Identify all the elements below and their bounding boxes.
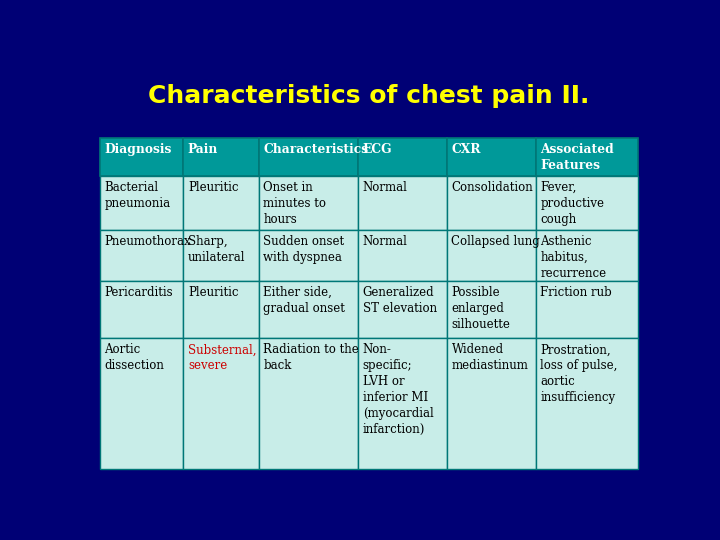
Text: Normal: Normal bbox=[363, 181, 408, 194]
Text: Collapsed lung: Collapsed lung bbox=[451, 235, 540, 248]
Bar bbox=[100, 230, 184, 281]
Text: Pneumothorax: Pneumothorax bbox=[104, 235, 191, 248]
Bar bbox=[359, 138, 447, 176]
Bar bbox=[359, 339, 447, 469]
Text: Prostration,
loss of pulse,
aortic
insufficiency: Prostration, loss of pulse, aortic insuf… bbox=[540, 343, 618, 404]
Bar bbox=[258, 138, 359, 176]
Text: Sharp,
unilateral: Sharp, unilateral bbox=[188, 235, 246, 264]
Bar bbox=[100, 281, 184, 339]
Text: Pleuritic: Pleuritic bbox=[188, 286, 238, 299]
Text: Pleuritic: Pleuritic bbox=[188, 181, 238, 194]
Text: Pain: Pain bbox=[188, 143, 218, 156]
Text: Normal: Normal bbox=[363, 235, 408, 248]
Bar bbox=[258, 176, 359, 230]
Bar bbox=[100, 138, 184, 176]
Bar bbox=[447, 281, 536, 339]
Bar bbox=[258, 230, 359, 281]
Text: CXR: CXR bbox=[451, 143, 481, 156]
Bar bbox=[536, 281, 638, 339]
Text: Generalized
ST elevation: Generalized ST elevation bbox=[363, 286, 437, 315]
Bar bbox=[359, 230, 447, 281]
Bar bbox=[536, 138, 638, 176]
Bar bbox=[447, 176, 536, 230]
Text: Onset in
minutes to
hours: Onset in minutes to hours bbox=[264, 181, 326, 226]
Bar bbox=[184, 281, 258, 339]
Bar bbox=[184, 339, 258, 469]
Text: Consolidation: Consolidation bbox=[451, 181, 534, 194]
Text: Asthenic
habitus,
recurrence: Asthenic habitus, recurrence bbox=[540, 235, 606, 280]
Bar bbox=[258, 281, 359, 339]
Text: ECG: ECG bbox=[363, 143, 392, 156]
Text: Bacterial
pneumonia: Bacterial pneumonia bbox=[104, 181, 171, 210]
Bar bbox=[100, 176, 184, 230]
Bar bbox=[359, 281, 447, 339]
Bar bbox=[184, 230, 258, 281]
Bar bbox=[536, 230, 638, 281]
Text: Friction rub: Friction rub bbox=[540, 286, 612, 299]
Text: Pericarditis: Pericarditis bbox=[104, 286, 173, 299]
Text: Diagnosis: Diagnosis bbox=[104, 143, 172, 156]
Bar bbox=[447, 138, 536, 176]
Bar bbox=[536, 339, 638, 469]
Text: Associated
Features: Associated Features bbox=[540, 143, 614, 172]
Bar bbox=[359, 176, 447, 230]
Bar bbox=[447, 339, 536, 469]
Text: Non-
specific;
LVH or
inferior MI
(myocardial
infarction): Non- specific; LVH or inferior MI (myoca… bbox=[363, 343, 433, 436]
Text: Substernal,
severe: Substernal, severe bbox=[188, 343, 256, 373]
Bar bbox=[184, 176, 258, 230]
Bar bbox=[258, 339, 359, 469]
Bar bbox=[100, 339, 184, 469]
Text: Aortic
dissection: Aortic dissection bbox=[104, 343, 164, 373]
Text: Radiation to the
back: Radiation to the back bbox=[264, 343, 359, 373]
Text: Widened
mediastinum: Widened mediastinum bbox=[451, 343, 528, 373]
Text: Possible
enlarged
silhouette: Possible enlarged silhouette bbox=[451, 286, 510, 331]
Text: Characteristics of chest pain II.: Characteristics of chest pain II. bbox=[148, 84, 590, 108]
Bar bbox=[447, 230, 536, 281]
Text: Characteristics: Characteristics bbox=[264, 143, 369, 156]
Bar bbox=[536, 176, 638, 230]
Text: Fever,
productive
cough: Fever, productive cough bbox=[540, 181, 604, 226]
Text: Sudden onset
with dyspnea: Sudden onset with dyspnea bbox=[264, 235, 344, 264]
Text: Either side,
gradual onset: Either side, gradual onset bbox=[264, 286, 345, 315]
Bar bbox=[184, 138, 258, 176]
